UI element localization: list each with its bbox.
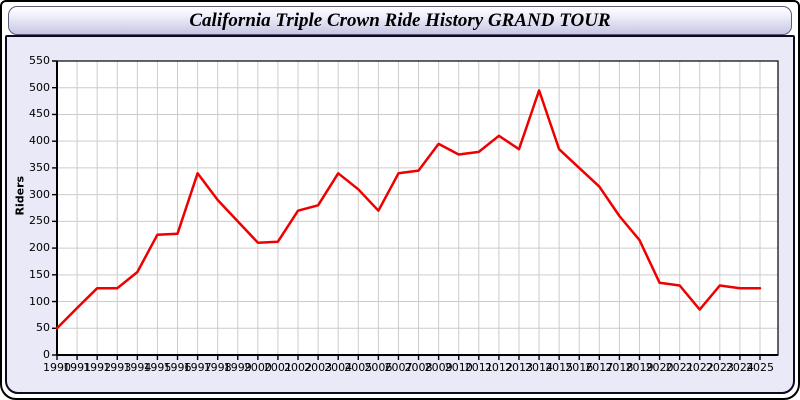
y-tick-label: 100 [29, 294, 50, 308]
x-tick-label: 2025 [746, 361, 774, 374]
x-tick-label: 1998 [203, 361, 232, 374]
title-bar: California Triple Crown Ride History GRA… [8, 6, 792, 35]
y-tick-label: 50 [36, 321, 50, 335]
x-tick-label: 2005 [344, 361, 373, 374]
x-tick-label: 2003 [304, 361, 333, 374]
x-tick-label: 1994 [123, 361, 152, 374]
x-tick-label: 1991 [63, 361, 92, 374]
x-tick-label: 2007 [384, 361, 413, 374]
y-tick-label: 550 [29, 54, 50, 67]
plot-area [57, 61, 778, 355]
x-tick-label: 2008 [404, 361, 433, 374]
x-tick-label: 2019 [625, 361, 654, 374]
x-tick-label: 2021 [665, 361, 694, 374]
x-tick-label: 2012 [484, 361, 513, 374]
x-tick-label: 2011 [464, 361, 493, 374]
x-tick-label: 2002 [284, 361, 313, 374]
line-chart [52, 60, 779, 360]
riders-series-line [55, 89, 762, 330]
x-tick-label: 2018 [605, 361, 634, 374]
x-tick-label: 1997 [183, 361, 212, 374]
x-tick-label: 2013 [504, 361, 533, 374]
x-tick-label: 2001 [263, 361, 292, 374]
y-tick-label: 250 [29, 214, 50, 228]
page-title: California Triple Crown Ride History GRA… [189, 10, 611, 31]
y-tick-label: 0 [43, 348, 50, 361]
x-tick-label: 2004 [324, 361, 353, 374]
y-tick-label: 400 [29, 134, 50, 148]
x-tick-label: 2022 [685, 361, 714, 374]
x-tick-label: 2000 [243, 361, 272, 374]
y-tick-label: 350 [29, 160, 50, 174]
x-tick-label: 2006 [364, 361, 393, 374]
x-tick-label: 2015 [545, 361, 574, 374]
x-tick-label: 2023 [705, 361, 734, 374]
x-tick-label: 2020 [645, 361, 674, 374]
x-tick-label: 1999 [223, 361, 252, 374]
y-tick-label: 200 [29, 241, 50, 255]
x-tick-label: 2009 [424, 361, 453, 374]
y-tick-label: 500 [29, 80, 50, 94]
x-tick-label: 1993 [103, 361, 132, 374]
x-tick-label: 1996 [163, 361, 192, 374]
y-tick-label: 450 [29, 107, 50, 121]
x-tick-label: 2016 [565, 361, 594, 374]
x-tick-label: 2014 [525, 361, 554, 374]
x-tick-label: 2017 [585, 361, 614, 374]
x-tick-label: 1990 [43, 361, 71, 374]
x-tick-label: 2010 [444, 361, 473, 374]
x-tick-label: 1992 [83, 361, 112, 374]
x-tick-label: 2024 [725, 361, 754, 374]
y-tick-label: 150 [29, 267, 50, 281]
x-tick-label: 1995 [143, 361, 172, 374]
y-tick-label: 300 [29, 187, 50, 201]
